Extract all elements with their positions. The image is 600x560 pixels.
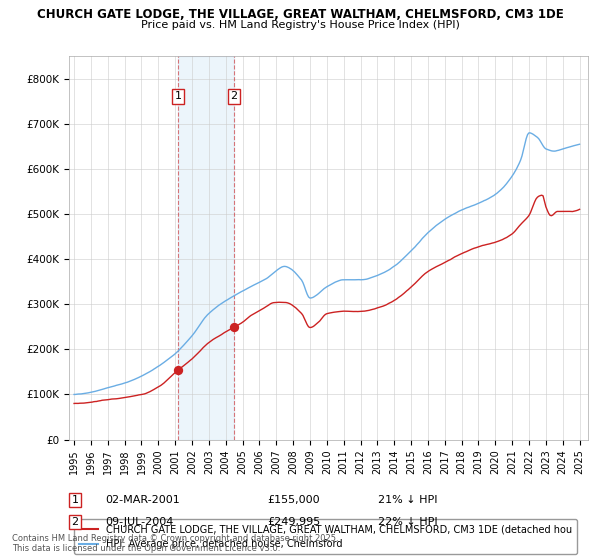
Text: 02-MAR-2001: 02-MAR-2001 [105, 495, 180, 505]
Point [229, 323, 239, 332]
Text: 1: 1 [71, 495, 79, 505]
Point [173, 366, 183, 375]
Text: 21% ↓ HPI: 21% ↓ HPI [378, 495, 437, 505]
Text: £249,995: £249,995 [267, 517, 320, 527]
Bar [178, 56, 234, 440]
Text: 09-JUL-2004: 09-JUL-2004 [105, 517, 173, 527]
Text: Price paid vs. HM Land Registry's House Price Index (HPI): Price paid vs. HM Land Registry's House … [140, 20, 460, 30]
Legend: CHURCH GATE LODGE, THE VILLAGE, GREAT WALTHAM, CHELMSFORD, CM3 1DE (detached hou: CHURCH GATE LODGE, THE VILLAGE, GREAT WA… [74, 519, 577, 554]
Text: £155,000: £155,000 [267, 495, 320, 505]
Text: Contains HM Land Registry data © Crown copyright and database right 2025.
This d: Contains HM Land Registry data © Crown c… [12, 534, 338, 553]
Text: 1: 1 [175, 91, 182, 101]
Text: 22% ↓ HPI: 22% ↓ HPI [378, 517, 437, 527]
Text: 2: 2 [71, 517, 79, 527]
Text: 2: 2 [230, 91, 238, 101]
Text: CHURCH GATE LODGE, THE VILLAGE, GREAT WALTHAM, CHELMSFORD, CM3 1DE: CHURCH GATE LODGE, THE VILLAGE, GREAT WA… [37, 8, 563, 21]
